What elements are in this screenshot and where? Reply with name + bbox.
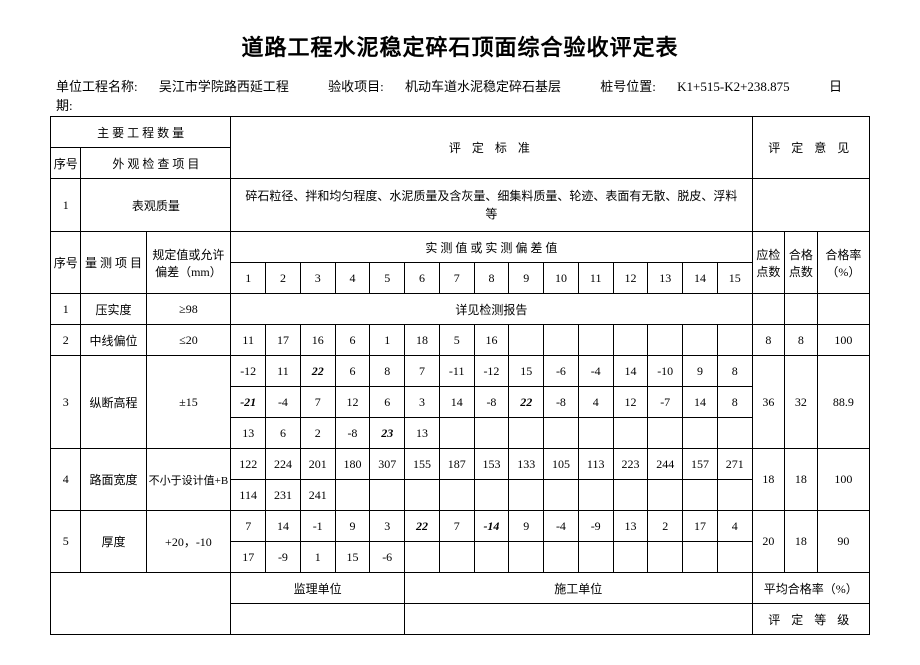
page-title: 道路工程水泥稳定碎石顶面综合验收评定表 [50, 30, 870, 62]
project-label: 单位工程名称: 吴江市学院路西延工程 [56, 79, 307, 94]
meas-item-header: 量 测 项 目 [81, 232, 146, 294]
visual-criteria: 碎石粒径、拌和均匀程度、水泥质量及含灰量、细集料质量、轮迹、表面有无散、脱皮、浮… [231, 179, 752, 232]
criteria-header: 评 定 标 准 [231, 117, 752, 179]
main-qty-header: 主 要 工 程 数 量 [51, 117, 231, 148]
main-table: 主 要 工 程 数 量 评 定 标 准 评 定 意 见 序号 外 观 检 查 项… [50, 116, 870, 635]
pass-count-header: 合格点数 [785, 232, 818, 294]
supervisor-label: 监理单位 [231, 573, 405, 604]
pass-rate-header: 合格率（%） [817, 232, 869, 294]
visual-seq: 1 [51, 179, 81, 232]
opinion-header: 评 定 意 见 [752, 117, 869, 179]
seq-header: 序号 [51, 148, 81, 179]
pile-label: 桩号位置: K1+515-K2+238.875 [600, 79, 807, 94]
table-row: 5 厚度 +20，-10 714-193 227-149-4 -9132174 … [51, 511, 870, 542]
table-row: 1 压实度 ≥98 详见检测报告 [51, 294, 870, 325]
table-row: 4 路面宽度 不小于设计值+B 122224201180307 15518715… [51, 449, 870, 480]
avg-rate-label: 平均合格率（%） [752, 573, 869, 604]
meas-vals-header: 实 测 值 或 实 测 偏 差 值 [231, 232, 752, 263]
table-row: 2 中线偏位 ≤20 11171661 18516 8 8 100 [51, 325, 870, 356]
meta-row: 单位工程名称: 吴江市学院路西延工程 验收项目: 机动车道水泥稳定碎石基层 桩号… [50, 76, 870, 114]
should-count-header: 应检点数 [752, 232, 785, 294]
visual-opinion [752, 179, 869, 232]
item-label: 验收项目: 机动车道水泥稳定碎石基层 [328, 79, 579, 94]
visual-item: 表观质量 [81, 179, 231, 232]
table-row: 3 纵断高程 ±15 -12112268 7-11-1215-6 -414-10… [51, 356, 870, 387]
seq-header-2: 序号 [51, 232, 81, 294]
grade-label: 评 定 等 级 [752, 604, 869, 635]
constructor-label: 施工单位 [405, 573, 753, 604]
visual-item-header: 外 观 检 查 项 目 [81, 148, 231, 179]
footer-row-1: 监理单位 施工单位 平均合格率（%） [51, 573, 870, 604]
spec-header: 规定值或允许偏差（mm） [146, 232, 231, 294]
